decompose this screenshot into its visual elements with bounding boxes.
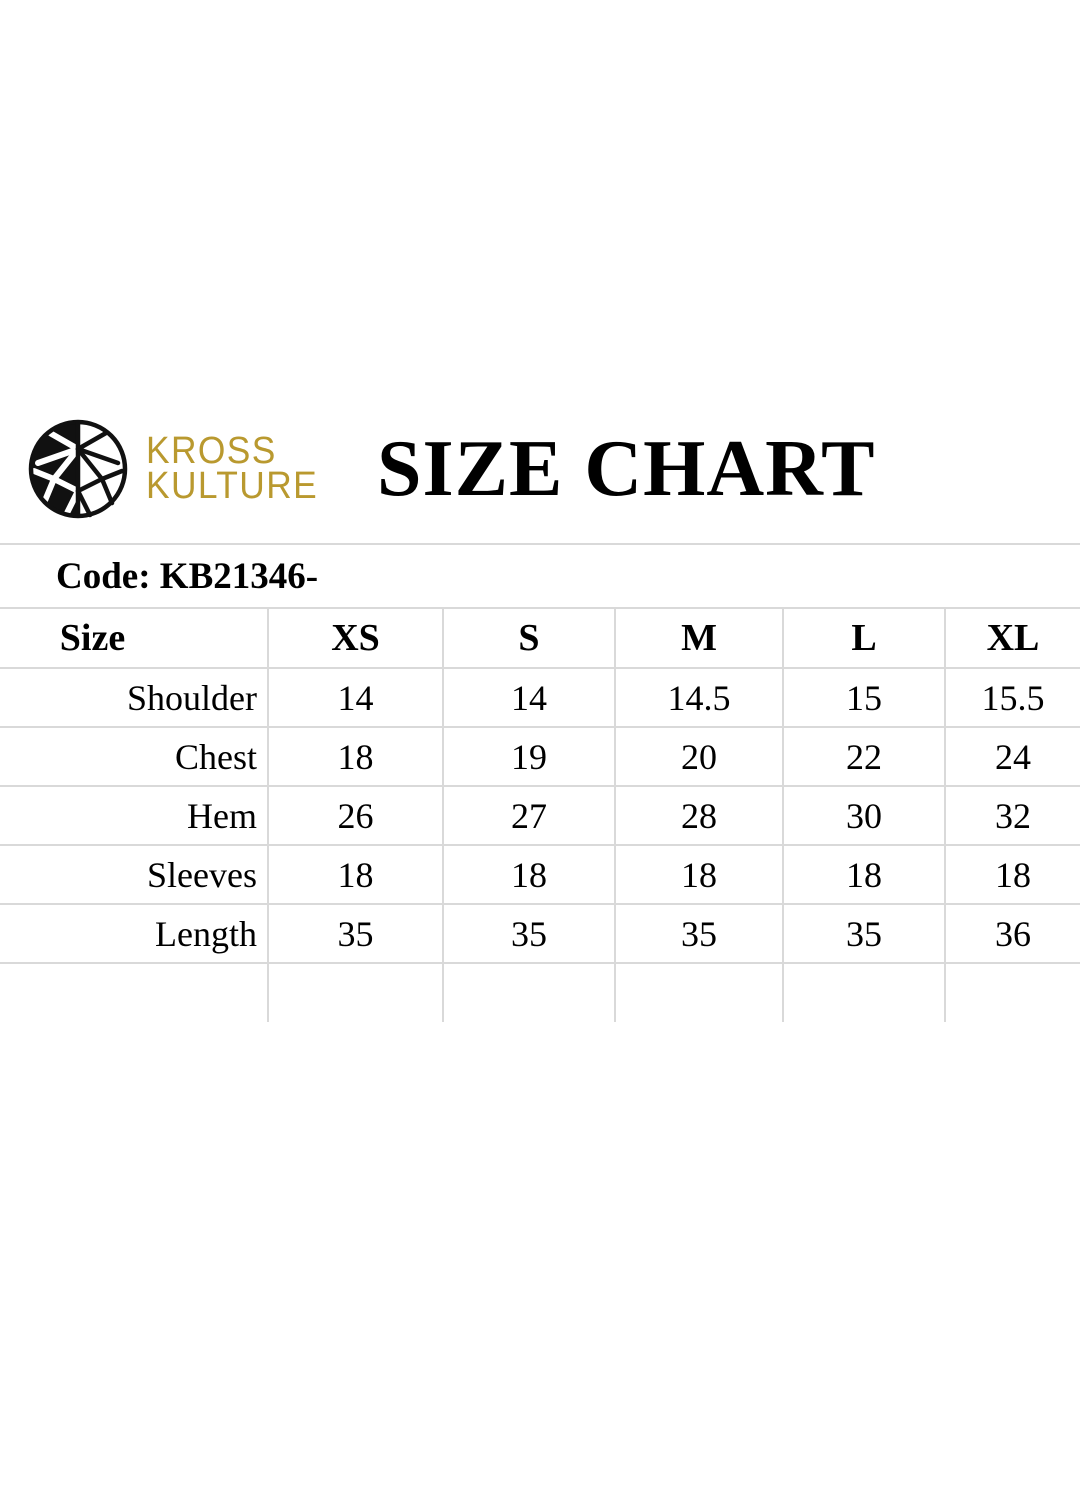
cell-value: 35 [268,903,444,963]
cell-value: 32 [945,785,1080,845]
cell-value: 35 [443,903,616,963]
cell-value [945,962,1080,1022]
row-label: Hem [0,785,269,845]
size-chart-table: Code: KB21346- Size XS S M L XL Shoulder… [0,543,1080,1022]
cell-value: 27 [443,785,616,845]
cell-value: 30 [783,785,946,845]
cell-value: 15.5 [945,667,1080,727]
cell-value [443,962,616,1022]
cell-value: 35 [615,903,784,963]
row-label: Length [0,903,269,963]
table-row: Length 35 35 35 35 36 [0,903,1080,963]
row-label: Shoulder [0,667,269,727]
cell-value: 18 [945,844,1080,904]
cell-value [615,962,784,1022]
table-row: Sleeves 18 18 18 18 18 [0,844,1080,904]
column-header-xs: XS [268,607,444,668]
kross-kulture-circle-logo-icon [28,419,128,519]
table-header-row: Size XS S M L XL [0,607,1080,668]
brand-lockup: KROSS KULTURE [28,419,331,519]
cell-value [268,962,444,1022]
column-header-l: L [783,607,946,668]
table-row: Shoulder 14 14 14.5 15 15.5 [0,667,1080,727]
cell-value: 20 [615,726,784,786]
row-label: Chest [0,726,269,786]
brand-name-line-1: KROSS [146,430,277,473]
column-header-m: M [615,607,784,668]
cell-value: 14.5 [615,667,784,727]
cell-value: 24 [945,726,1080,786]
table-row-empty [0,962,1080,1022]
product-code: Code: KB21346- [0,543,1080,608]
column-header-xl: XL [945,607,1080,668]
column-header-s: S [443,607,616,668]
cell-value: 18 [615,844,784,904]
row-label [0,962,269,1022]
page-header: KROSS KULTURE SIZE CHART [0,395,1080,543]
cell-value: 22 [783,726,946,786]
cell-value: 18 [268,844,444,904]
table-row-code: Code: KB21346- [0,543,1080,608]
cell-value: 18 [443,844,616,904]
cell-value [783,962,946,1022]
table-row: Hem 26 27 28 30 32 [0,785,1080,845]
cell-value: 19 [443,726,616,786]
row-label: Sleeves [0,844,269,904]
cell-value: 28 [615,785,784,845]
cell-value: 26 [268,785,444,845]
cell-value: 18 [268,726,444,786]
table-row: Chest 18 19 20 22 24 [0,726,1080,786]
brand-wordmark: KROSS KULTURE [146,430,331,507]
cell-value: 14 [268,667,444,727]
cell-value: 35 [783,903,946,963]
page-title: SIZE CHART [377,425,876,513]
cell-value: 14 [443,667,616,727]
column-header-size: Size [0,607,269,668]
cell-value: 15 [783,667,946,727]
cell-value: 18 [783,844,946,904]
cell-value: 36 [945,903,1080,963]
brand-name-line-2: KULTURE [146,465,319,507]
